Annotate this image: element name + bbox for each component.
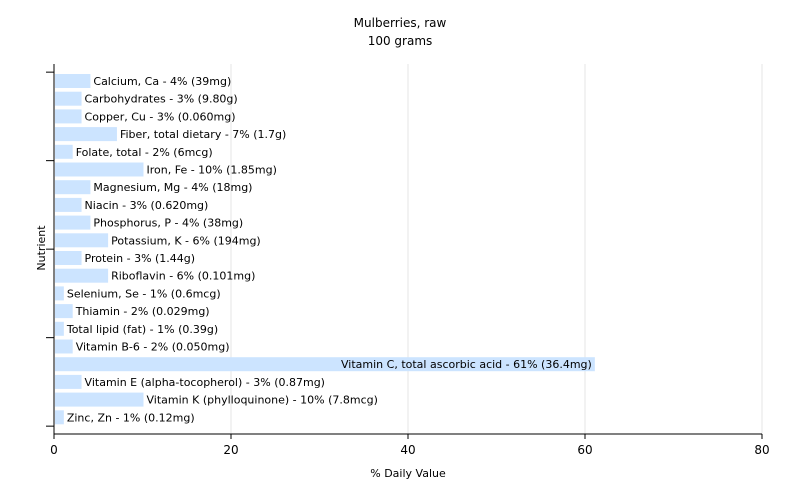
chart-title: Mulberries, raw [354, 16, 447, 30]
bar-label: Magnesium, Mg - 4% (18mg) [93, 181, 252, 194]
bar-label: Calcium, Ca - 4% (39mg) [93, 75, 231, 88]
y-axis-title: Nutrient [35, 225, 48, 271]
bars: Calcium, Ca - 4% (39mg) Carbohydrates - 3… [55, 74, 595, 425]
bar-label: Iron, Fe - 10% (1.85mg) [147, 164, 277, 177]
bar-label: Niacin - 3% (0.620mg) [85, 199, 209, 212]
bar [55, 410, 64, 425]
bar [55, 162, 144, 177]
x-tick-label: 20 [223, 443, 238, 457]
bar [55, 268, 109, 283]
bar [55, 374, 82, 389]
x-tick-label: 40 [400, 443, 415, 457]
bar-label: Vitamin K (phylloquinone) - 10% (7.8mcg) [147, 394, 378, 407]
bar [55, 321, 64, 336]
x-axis-title: % Daily Value [370, 467, 446, 480]
bar-label: Zinc, Zn - 1% (0.12mg) [67, 411, 195, 424]
bar-label: Copper, Cu - 3% (0.060mg) [85, 110, 236, 123]
chart-subtitle: 100 grams [368, 34, 433, 48]
bar-label: Carbohydrates - 3% (9.80g) [85, 93, 238, 106]
bar-label: Total lipid (fat) - 1% (0.39g) [66, 323, 218, 336]
bar-label: Vitamin C, total ascorbic acid - 61% (36… [341, 358, 592, 371]
bar [55, 144, 73, 159]
x-tick-label: 60 [577, 443, 592, 457]
bar [55, 180, 91, 195]
axes: 0 20 40 60 80 [46, 64, 770, 457]
bar-label: Vitamin B-6 - 2% (0.050mg) [76, 341, 230, 354]
bar-label: Selenium, Se - 1% (0.6mcg) [67, 287, 221, 300]
x-tick-label: 0 [50, 443, 58, 457]
bar [55, 91, 82, 106]
bar [55, 339, 73, 354]
bar [55, 251, 82, 265]
bar-label: Protein - 3% (1.44g) [85, 252, 196, 265]
bar [55, 392, 144, 407]
bar [55, 215, 91, 230]
bar [55, 357, 595, 372]
bar [55, 74, 91, 88]
bar [55, 109, 82, 124]
bar-label: Phosphorus, P - 4% (38mg) [93, 217, 243, 230]
x-tick-label: 80 [754, 443, 769, 457]
bar-label: Riboflavin - 6% (0.101mg) [111, 270, 255, 283]
bar [55, 304, 73, 319]
gridlines [230, 64, 763, 434]
bar-label: Folate, total - 2% (6mcg) [76, 146, 213, 159]
bar-label: Potassium, K - 6% (194mg) [111, 234, 261, 247]
bar [55, 233, 109, 248]
bar-label: Thiamin - 2% (0.029mg) [75, 305, 210, 318]
bar-label: Vitamin E (alpha-tocopherol) - 3% (0.87m… [85, 376, 325, 389]
bar [55, 286, 64, 301]
bar [55, 197, 82, 212]
bar-label: Fiber, total dietary - 7% (1.7g) [120, 128, 286, 141]
bar [55, 127, 117, 142]
